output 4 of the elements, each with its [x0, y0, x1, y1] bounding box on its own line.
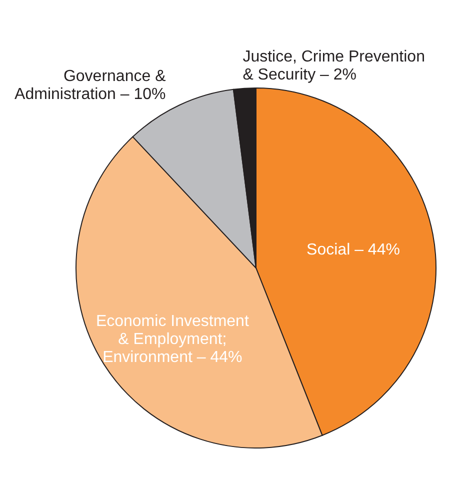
slice-label: Social – 44% — [306, 241, 400, 258]
slice-label: Justice, Crime Prevention & Security – 2% — [242, 48, 425, 84]
slice-label: Economic Investment & Employment; Environment – 44% — [96, 313, 250, 366]
slice-label: Governance & Administration – 10% — [14, 68, 166, 104]
